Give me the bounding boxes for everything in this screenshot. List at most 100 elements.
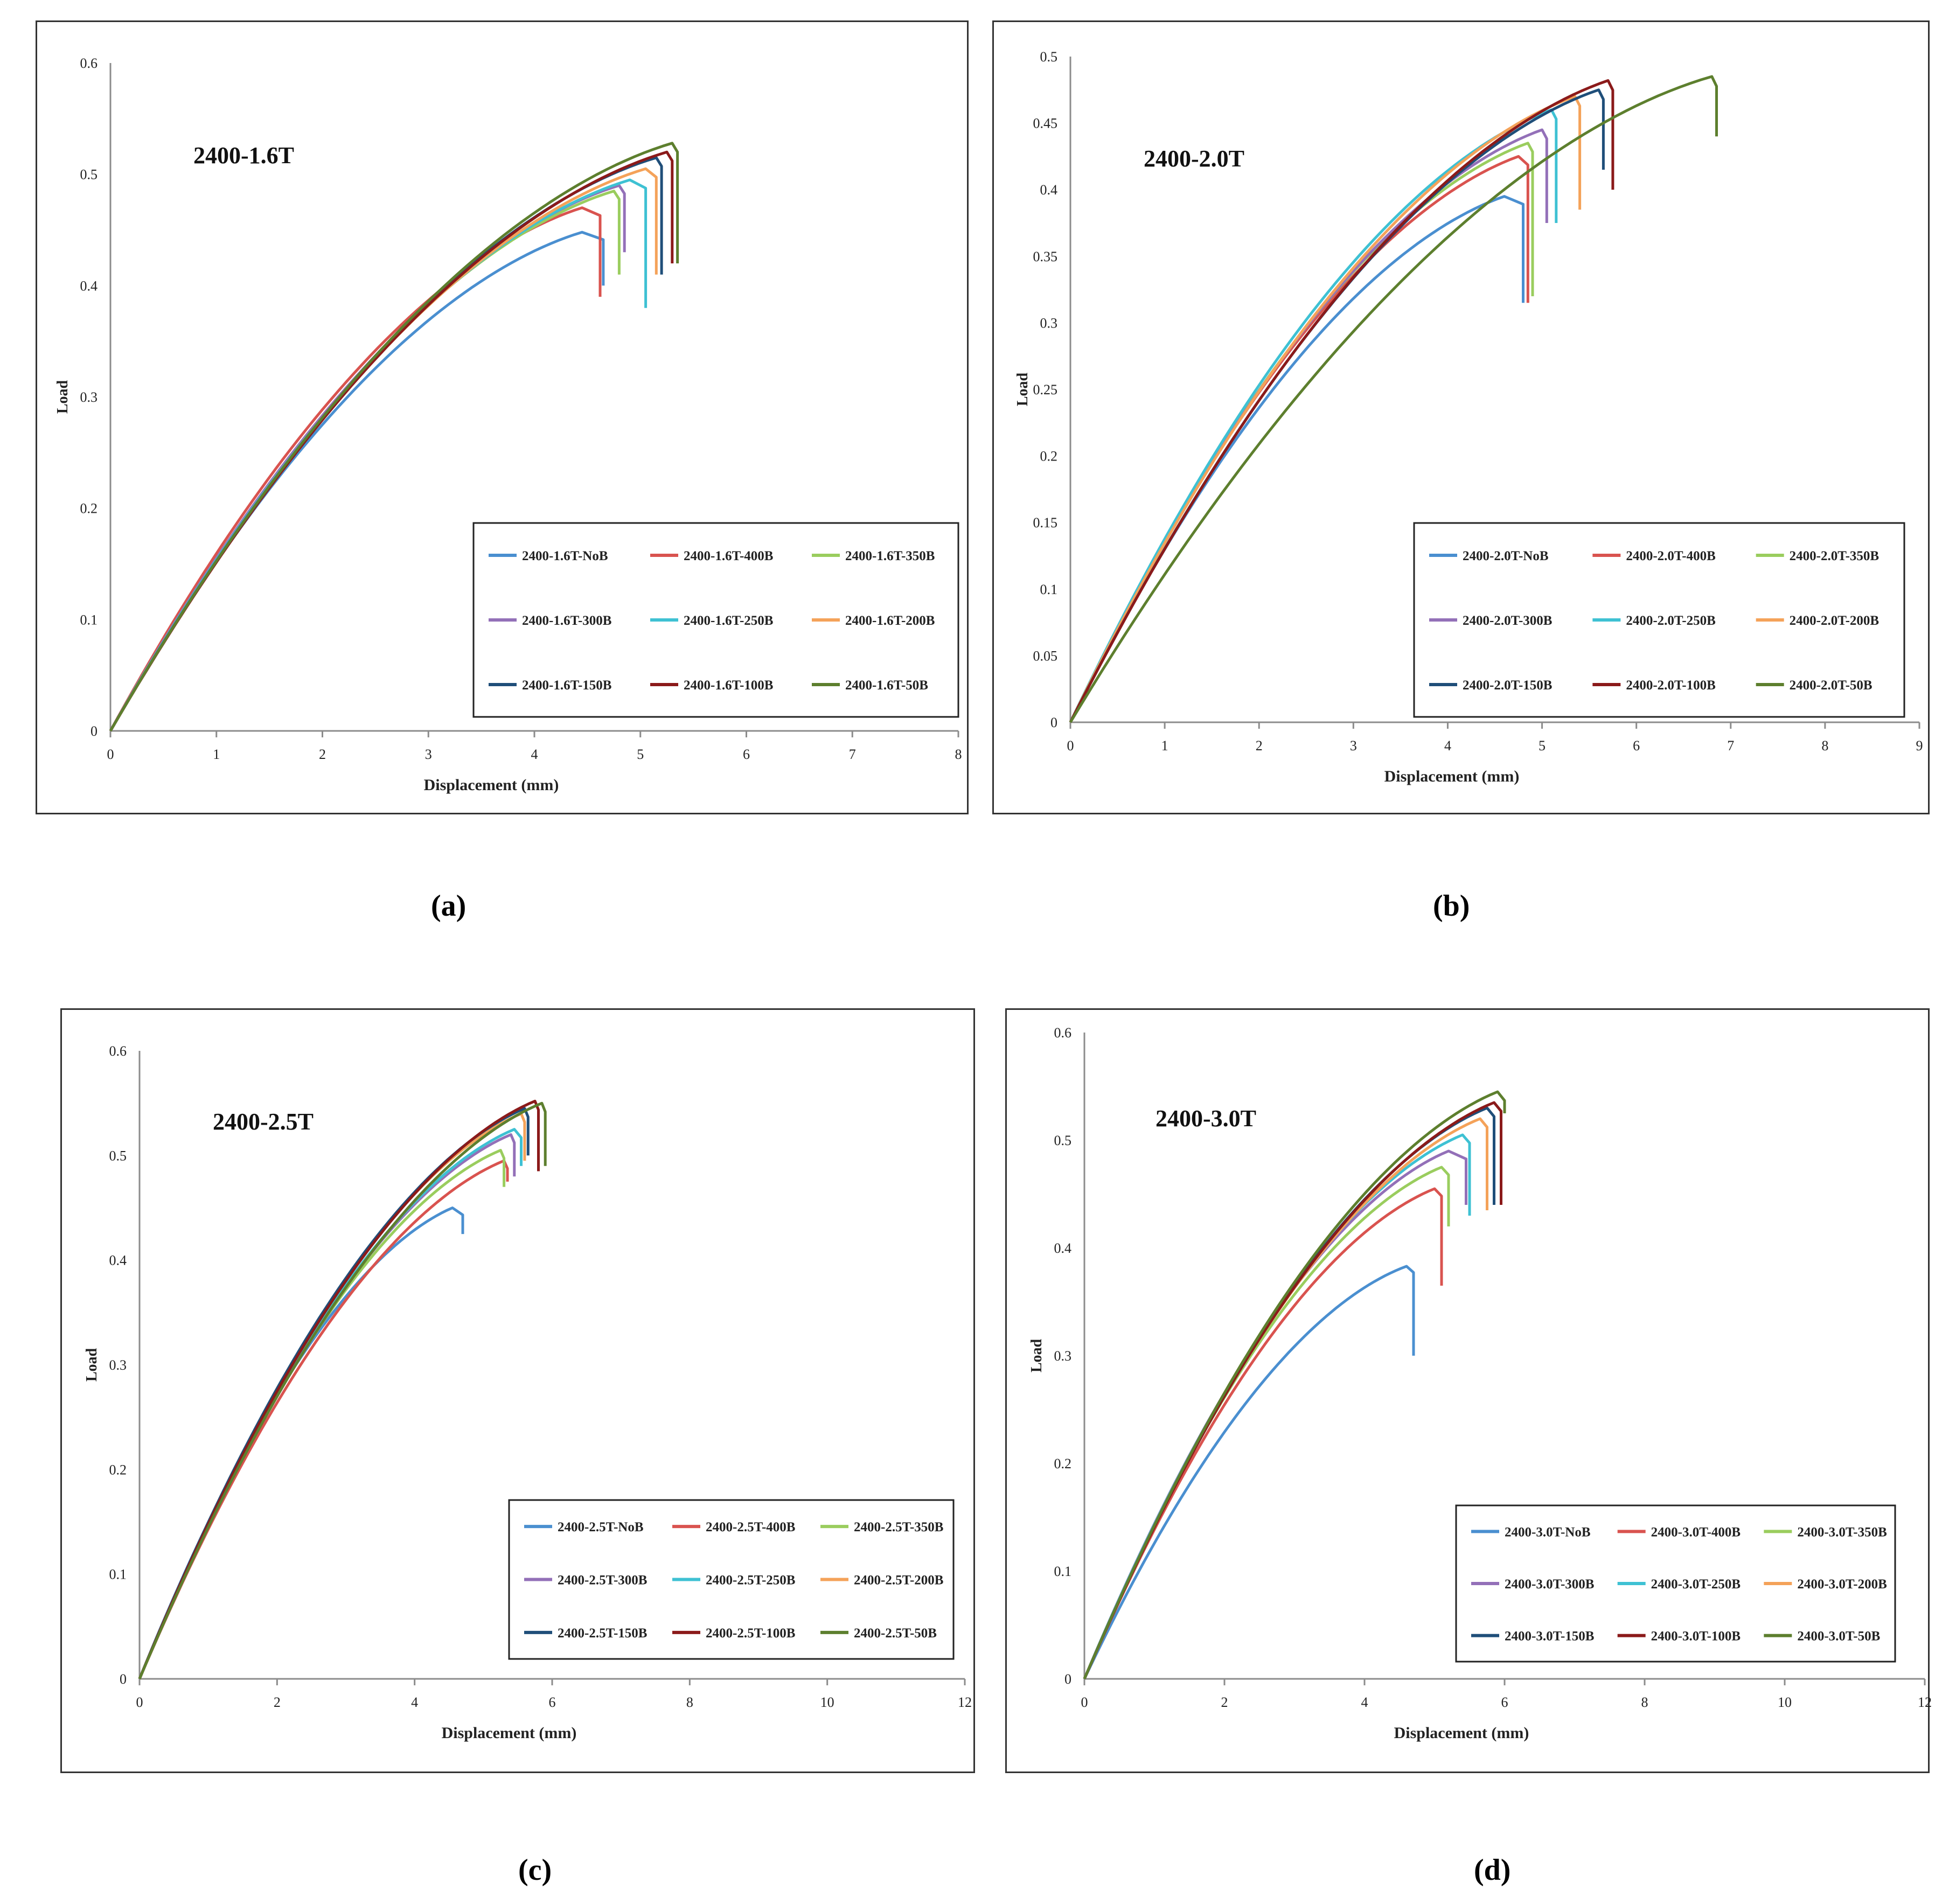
x-tick-label: 8 bbox=[955, 747, 962, 762]
legend-label: 2400-2.5T-100B bbox=[706, 1626, 795, 1641]
legend-label: 2400-3.0T-300B bbox=[1505, 1577, 1594, 1592]
legend-label: 2400-2.0T-350B bbox=[1790, 549, 1879, 563]
y-tick-label: 0.2 bbox=[1040, 449, 1058, 464]
legend-label: 2400-2.0T-250B bbox=[1626, 613, 1715, 628]
y-axis-label: Load bbox=[54, 380, 71, 414]
caption-a: (a) bbox=[431, 889, 467, 923]
x-tick-label: 7 bbox=[849, 747, 856, 762]
x-tick-label: 0 bbox=[1067, 738, 1074, 754]
legend-box bbox=[508, 1499, 955, 1660]
legend-label: 2400-1.6T-NoB bbox=[522, 549, 608, 563]
x-tick-label: 2 bbox=[1221, 1694, 1228, 1710]
x-tick-label: 12 bbox=[958, 1694, 972, 1710]
legend-label: 2400-1.6T-200B bbox=[845, 613, 935, 628]
chart-c: 0 2 4 6 8 10 12 0 0.1 0.2 0.3 0.4 0.5 0.6 Displacement… bbox=[83, 1043, 972, 1742]
series-line-50B bbox=[109, 142, 679, 732]
series-line-400B bbox=[138, 1159, 509, 1679]
chart-a: 0 1 2 3 4 5 6 7 8 0 0.1 0.2 0.3 0.4 0.5 0.6 Displacement… bbox=[54, 55, 962, 794]
series-line-250B bbox=[1083, 1133, 1471, 1679]
x-tick-label: 4 bbox=[411, 1694, 418, 1710]
y-tick-label: 0.6 bbox=[109, 1043, 127, 1059]
legend-label: 2400-3.0T-100B bbox=[1651, 1629, 1741, 1644]
x-tick-label: 5 bbox=[637, 747, 644, 762]
y-axis-label: Load bbox=[83, 1348, 100, 1382]
chart-panel-c: 0 2 4 6 8 10 12 0 0.1 0.2 0.3 0.4 0.5 0.6 Displacement… bbox=[60, 1008, 975, 1773]
y-tick-label: 0.5 bbox=[80, 167, 98, 183]
legend-label: 2400-1.6T-250B bbox=[684, 613, 773, 628]
chart-title: 2400-2.0T bbox=[1144, 145, 1244, 172]
series-line-150B bbox=[1083, 1106, 1495, 1679]
x-axis-label: Displacement (mm) bbox=[1394, 1724, 1529, 1742]
legend-label: 2400-3.0T-400B bbox=[1651, 1525, 1741, 1539]
x-tick-label: 0 bbox=[136, 1694, 143, 1710]
legend-label: 2400-2.0T-50B bbox=[1790, 678, 1873, 693]
series-line-200B bbox=[1069, 95, 1582, 723]
legend-label: 2400-2.0T-400B bbox=[1626, 549, 1715, 563]
x-axis-label: Displacement (mm) bbox=[442, 1724, 577, 1742]
y-tick-label: 0.4 bbox=[109, 1253, 127, 1268]
x-tick-label: 3 bbox=[425, 747, 432, 762]
chart-title: 2400-2.5T bbox=[213, 1108, 314, 1135]
series-line-250B bbox=[138, 1128, 523, 1679]
legend-label: 2400-3.0T-50B bbox=[1797, 1629, 1880, 1644]
legend-label: 2400-2.5T-200B bbox=[854, 1573, 943, 1588]
caption-b: (b) bbox=[1433, 889, 1470, 923]
caption-d: (d) bbox=[1474, 1853, 1511, 1887]
y-tick-label: 0.4 bbox=[80, 278, 98, 294]
x-tick-label: 6 bbox=[743, 747, 750, 762]
y-tick-label: 0 bbox=[120, 1671, 127, 1687]
y-tick-label: 0.2 bbox=[109, 1462, 127, 1477]
legend-label: 2400-1.6T-150B bbox=[522, 678, 611, 693]
series-line-NoB bbox=[1083, 1265, 1415, 1680]
y-tick-label: 0 bbox=[1064, 1671, 1071, 1687]
y-tick-label: 0.3 bbox=[109, 1357, 127, 1373]
legend-label: 2400-1.6T-400B bbox=[684, 549, 773, 563]
x-tick-label: 2 bbox=[274, 1694, 281, 1710]
chart-panel-d: 0 2 4 6 8 10 12 0 0.1 0.2 0.3 0.4 0.5 0.6 Displacement… bbox=[1005, 1008, 1931, 1773]
legend-label: 2400-3.0T-350B bbox=[1797, 1525, 1887, 1539]
legend-label: 2400-2.5T-50B bbox=[854, 1626, 937, 1641]
y-tick-label: 0 bbox=[1050, 715, 1057, 730]
y-tick-label: 0.15 bbox=[1033, 515, 1058, 531]
chart-d: 0 2 4 6 8 10 12 0 0.1 0.2 0.3 0.4 0.5 0.6 Displacement… bbox=[1028, 1025, 1931, 1742]
y-tick-label: 0.5 bbox=[1040, 49, 1058, 65]
chart-panel-b: 0 1 2 3 4 5 6 7 8 9 0 0.05 0.1 0.15 0.2 0.25 0.3 0.35 0.4 0… bbox=[992, 20, 1930, 814]
legend-label: 2400-1.6T-300B bbox=[522, 613, 611, 628]
x-tick-label: 4 bbox=[531, 747, 538, 762]
series-line-200B bbox=[138, 1112, 526, 1679]
legend-label: 2400-3.0T-150B bbox=[1505, 1629, 1594, 1644]
y-axis-label: Load bbox=[1014, 372, 1031, 406]
y-tick-label: 0.5 bbox=[1054, 1133, 1072, 1148]
x-tick-label: 12 bbox=[1918, 1694, 1931, 1710]
x-tick-label: 10 bbox=[1778, 1694, 1792, 1710]
x-tick-label: 9 bbox=[1916, 738, 1923, 754]
series-line-100B bbox=[1069, 79, 1614, 723]
legend-box bbox=[1413, 522, 1905, 718]
y-tick-label: 0.4 bbox=[1054, 1240, 1072, 1256]
series-line-100B bbox=[1083, 1101, 1502, 1679]
x-tick-label: 0 bbox=[107, 747, 114, 762]
y-tick-label: 0.1 bbox=[1040, 582, 1058, 597]
x-tick-label: 5 bbox=[1539, 738, 1546, 754]
y-tick-label: 0.05 bbox=[1033, 648, 1058, 664]
legend-label: 2400-2.0T-300B bbox=[1463, 613, 1552, 628]
y-tick-label: 0.25 bbox=[1033, 382, 1058, 397]
y-tick-label: 0.5 bbox=[109, 1148, 127, 1163]
x-tick-label: 2 bbox=[1256, 738, 1263, 754]
x-tick-label: 8 bbox=[1821, 738, 1828, 754]
legend-label: 2400-1.6T-350B bbox=[845, 549, 935, 563]
series-line-50B bbox=[138, 1101, 547, 1679]
chart-b: 0 1 2 3 4 5 6 7 8 9 0 0.05 0.1 0.15 0.2 0.25 0.3 0.35 0.4 0… bbox=[1014, 49, 1923, 785]
series-line-200B bbox=[1083, 1117, 1488, 1679]
y-tick-label: 0.3 bbox=[1040, 315, 1058, 331]
series-line-150B bbox=[138, 1107, 530, 1679]
x-tick-label: 8 bbox=[1641, 1694, 1648, 1710]
x-tick-label: 6 bbox=[549, 1694, 556, 1710]
series-line-350B bbox=[138, 1149, 506, 1679]
x-tick-label: 3 bbox=[1350, 738, 1357, 754]
legend-label: 2400-2.5T-350B bbox=[854, 1520, 943, 1535]
y-tick-label: 0.3 bbox=[80, 389, 98, 405]
y-tick-label: 0.45 bbox=[1033, 116, 1058, 131]
legend-label: 2400-2.0T-NoB bbox=[1463, 549, 1549, 563]
x-axis-label: Displacement (mm) bbox=[424, 776, 559, 794]
